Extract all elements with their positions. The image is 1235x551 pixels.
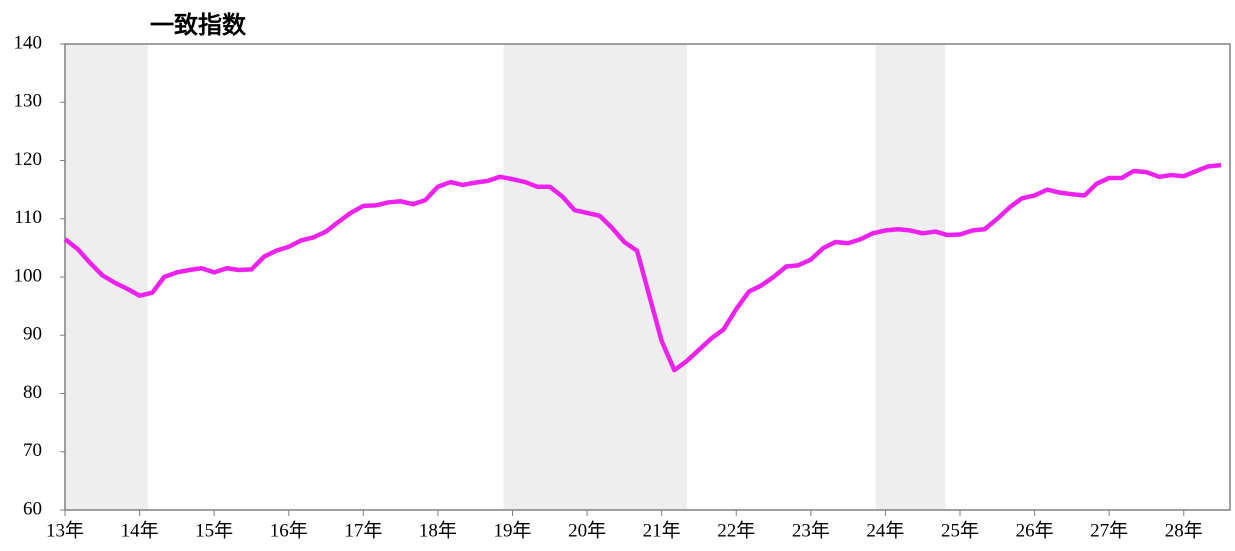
x-tick-label: 28年 [1165,519,1203,541]
y-tick-label: 110 [14,207,42,228]
y-tick-label: 130 [14,91,43,112]
y-tick-label: 80 [23,382,42,403]
x-tick-label: 15年 [195,519,233,541]
x-tick-label: 21年 [643,519,681,541]
y-tick-label: 90 [23,324,42,345]
y-tick-label: 140 [14,32,43,53]
x-tick-label: 13年 [46,519,84,541]
x-tick-label: 19年 [493,519,531,541]
x-tick-label: 23年 [792,519,830,541]
shaded-period [875,44,946,510]
y-tick-label: 120 [14,149,43,170]
y-tick-label: 60 [23,498,42,519]
x-tick-label: 24年 [866,519,904,541]
chart-title: 一致指数 [150,11,247,39]
x-tick-label: 16年 [270,519,308,541]
x-tick-label: 17年 [344,519,382,541]
x-tick-label: 22年 [717,519,755,541]
y-tick-label: 100 [14,265,43,286]
x-tick-label: 18年 [419,519,457,541]
data-line [63,162,1222,373]
y-tick-label: 70 [23,440,42,461]
x-tick-label: 27年 [1090,519,1128,541]
shaded-period [503,44,688,510]
x-tick-label: 14年 [121,519,159,541]
x-tick-label: 25年 [941,519,979,541]
x-tick-label: 26年 [1016,519,1054,541]
x-tick-label: 20年 [568,519,606,541]
